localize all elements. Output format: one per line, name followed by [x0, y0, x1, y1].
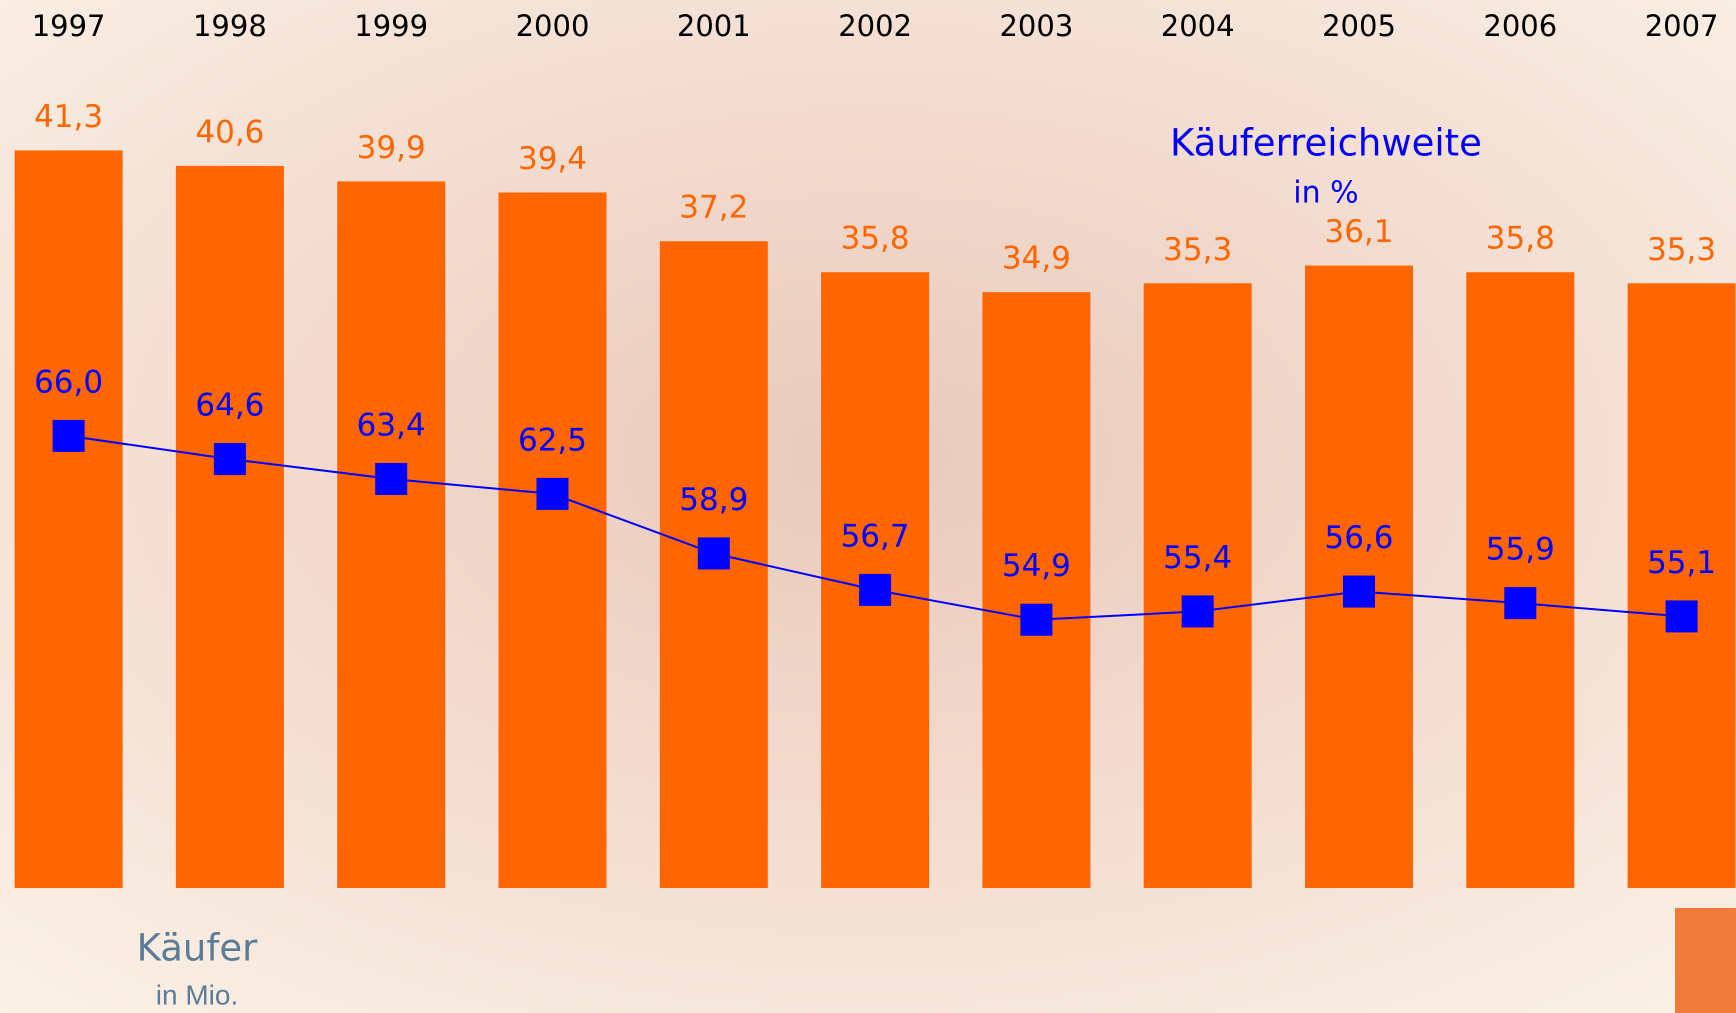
x-tick-label: 2006	[1483, 9, 1557, 43]
x-tick-label: 2003	[999, 9, 1073, 43]
bar-unit: in Mio.	[156, 979, 238, 1010]
line-marker	[859, 573, 892, 606]
x-tick-label: 2001	[677, 9, 751, 43]
bar	[1466, 272, 1575, 889]
line-marker	[1665, 600, 1698, 633]
x-tick-label: 1997	[32, 9, 106, 43]
line-marker	[52, 419, 85, 452]
line-value-label: 63,4	[357, 407, 426, 443]
x-tick-label: 2007	[1645, 9, 1719, 43]
line-value-label: 56,7	[841, 518, 910, 554]
bar-value-label: 34,9	[1002, 241, 1071, 277]
bar	[14, 150, 123, 888]
line-marker	[213, 443, 246, 476]
line-value-label: 55,4	[1163, 540, 1232, 576]
line-marker	[536, 477, 569, 510]
x-tick-label: 2002	[838, 9, 912, 43]
x-tick-label: 2005	[1322, 9, 1396, 43]
bar	[498, 192, 607, 889]
bar-value-label: 39,4	[518, 141, 587, 177]
bar	[1627, 283, 1736, 888]
logo	[1675, 908, 1736, 1013]
x-tick-label: 2000	[516, 9, 590, 43]
bar-value-label: 35,8	[841, 221, 910, 257]
line-marker	[375, 462, 408, 495]
bar-value-label: 39,9	[357, 130, 426, 166]
line-marker	[1181, 595, 1214, 628]
line-marker	[1504, 587, 1537, 620]
bar-value-label: 35,8	[1486, 221, 1555, 257]
bar-value-label: 35,3	[1647, 232, 1716, 268]
x-tick-label: 1999	[354, 9, 428, 43]
line-value-label: 58,9	[679, 482, 748, 518]
bar	[982, 292, 1091, 888]
line-value-label: 56,6	[1324, 520, 1393, 556]
line-value-label: 55,1	[1647, 545, 1716, 581]
bar	[337, 181, 446, 889]
line-marker	[1020, 603, 1053, 636]
bar-value-label: 35,3	[1163, 232, 1232, 268]
bar-value-label: 36,1	[1324, 214, 1393, 250]
bar	[1143, 283, 1252, 888]
bar-value-label: 41,3	[34, 99, 103, 135]
bar-value-label: 37,2	[679, 190, 748, 226]
line-unit: in %	[1293, 176, 1358, 211]
x-tick-label: 2004	[1161, 9, 1235, 43]
x-tick-label: 1998	[193, 9, 267, 43]
line-marker	[697, 537, 730, 570]
line-legend: Käuferreichweite	[1170, 122, 1482, 165]
bar-value-label: 40,6	[195, 114, 264, 150]
line-value-label: 64,6	[195, 388, 264, 424]
bar	[175, 165, 284, 888]
line-value-label: 62,5	[518, 422, 587, 458]
bar-legend: Käufer	[137, 927, 259, 970]
line-value-label: 55,9	[1486, 532, 1555, 568]
line-value-label: 54,9	[1002, 548, 1071, 584]
line-marker	[1343, 575, 1375, 608]
line-value-label: 66,0	[34, 364, 103, 400]
